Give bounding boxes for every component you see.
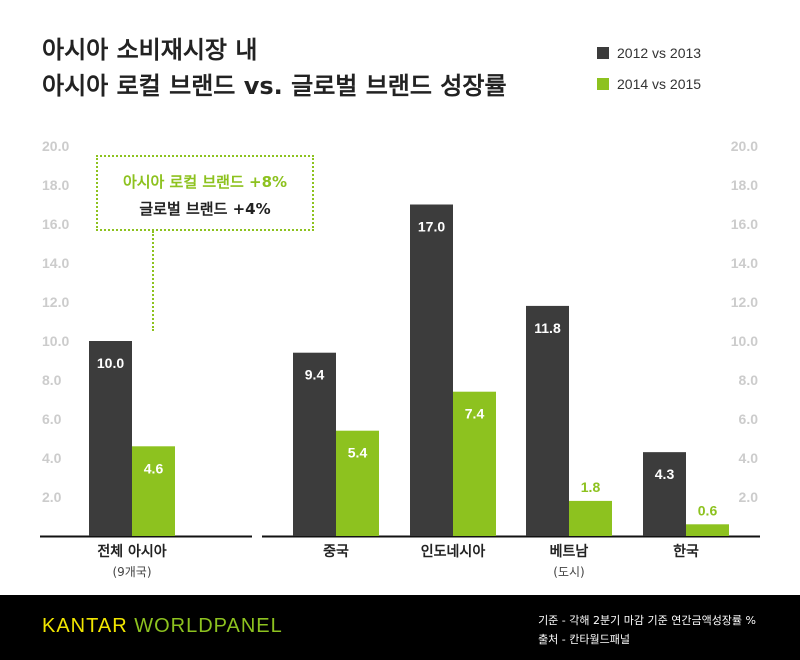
y-tick-label-right-9: 20.0	[731, 138, 758, 154]
chart-title: 아시아 소비재시장 내 아시아 로컬 브랜드 vs. 글로벌 브랜드 성장률	[42, 32, 507, 104]
x-tick-label-korea: 한국	[673, 544, 699, 560]
bar-indonesia-series-2	[453, 391, 496, 536]
y-tick-label-right-2: 6.0	[739, 411, 759, 427]
y-tick-label-right-5: 12.0	[731, 294, 758, 310]
bar-all-asia-series-1	[89, 341, 132, 536]
y-tick-label-left-7: 16.0	[42, 216, 69, 232]
y-tick-label-left-8: 18.0	[42, 177, 69, 193]
bar-all-asia-series-2	[132, 446, 175, 536]
legend-label-series-2: 2014 vs 2015	[617, 76, 702, 92]
data-label-vietnam-series-1: 11.8	[534, 320, 561, 336]
data-label-all-asia-series-2: 4.6	[144, 460, 164, 476]
callout-local-brand-growth: 아시아 로컬 브랜드 +8%	[122, 173, 288, 191]
y-tick-label-right-8: 18.0	[731, 177, 758, 193]
callout-connector	[152, 231, 154, 331]
bar-korea-series-1	[643, 452, 686, 536]
source-note: 기준 - 각해 2분기 마감 기준 연간금액성장률 % 출처 - 칸타월드패널	[538, 611, 756, 649]
legend-label-series-1: 2012 vs 2013	[617, 45, 702, 61]
legend-swatch-series-2	[597, 78, 609, 90]
callout-global-brand-growth: 글로벌 브랜드 +4%	[139, 200, 271, 218]
x-tick-label-china: 중국	[323, 544, 349, 560]
y-tick-label-left-1: 4.0	[42, 450, 62, 466]
footer: KANTAR WORLDPANEL 기준 - 각해 2분기 마감 기준 연간금액…	[0, 595, 800, 660]
bar-china-series-1	[293, 352, 336, 536]
bar-indonesia-series-1	[410, 204, 453, 536]
logo-text-kantar: KANTAR	[42, 615, 135, 637]
bar-korea-series-2	[686, 524, 729, 536]
data-label-korea-series-2: 0.6	[698, 502, 718, 518]
x-tick-sublabel-all-asia: (9개국)	[112, 565, 151, 579]
callout-box: 아시아 로컬 브랜드 +8% 글로벌 브랜드 +4%	[96, 155, 314, 231]
source-credit: 출처 - 칸타월드패널	[538, 633, 630, 646]
legend-item-series-2: 2014 vs 2015	[597, 75, 701, 93]
y-tick-label-left-6: 14.0	[42, 255, 69, 271]
bar-china-series-2	[336, 430, 379, 536]
x-tick-label-all-asia: 전체 아시아	[97, 543, 166, 560]
basis-note: 기준 - 각해 2분기 마감 기준 연간금액성장률 %	[538, 614, 756, 627]
x-tick-label-vietnam: 베트남	[550, 543, 589, 560]
y-tick-label-left-4: 10.0	[42, 333, 69, 349]
x-tick-sublabel-vietnam: (도시)	[553, 565, 584, 579]
title-line-2: 아시아 로컬 브랜드 vs. 글로벌 브랜드 성장률	[42, 72, 507, 100]
y-tick-label-right-1: 4.0	[739, 450, 759, 466]
title-line-1: 아시아 소비재시장 내	[42, 36, 258, 64]
data-label-indonesia-series-2: 7.4	[465, 406, 485, 422]
bar-vietnam-series-1	[526, 305, 569, 536]
bar-chart: 2.0 2.0 4.0 4.0 6.0 6.0 8.0 8.0 10.0 10.0 12.0 12.0…	[40, 138, 760, 579]
data-label-china-series-2: 5.4	[348, 445, 368, 461]
legend-swatch-series-1	[597, 47, 609, 59]
data-label-korea-series-1: 4.3	[655, 466, 675, 482]
y-tick-label-right-3: 8.0	[739, 372, 759, 388]
y-tick-label-left-3: 8.0	[42, 372, 62, 388]
y-tick-label-right-6: 14.0	[731, 255, 758, 271]
data-label-all-asia-series-1: 10.0	[97, 355, 124, 371]
y-tick-label-right-4: 10.0	[731, 333, 758, 349]
data-label-vietnam-series-2: 1.8	[581, 479, 601, 495]
y-tick-label-left-2: 6.0	[42, 411, 62, 427]
y-tick-label-right-0: 2.0	[739, 489, 759, 505]
data-label-china-series-1: 9.4	[305, 367, 325, 383]
logo-text-worldpanel: WORLDPANEL	[134, 615, 283, 637]
kantar-worldpanel-logo: KANTAR WORLDPANEL	[42, 615, 283, 638]
y-tick-label-left-5: 12.0	[42, 294, 69, 310]
data-label-indonesia-series-1: 17.0	[418, 219, 445, 235]
y-tick-label-right-7: 16.0	[731, 216, 758, 232]
legend: 2012 vs 2013 2014 vs 2015	[597, 44, 701, 106]
y-tick-label-left-0: 2.0	[42, 489, 62, 505]
y-tick-label-left-9: 20.0	[42, 138, 69, 154]
x-tick-label-indonesia: 인도네시아	[421, 543, 486, 560]
legend-item-series-1: 2012 vs 2013	[597, 44, 701, 62]
bar-vietnam-series-2	[569, 500, 612, 536]
